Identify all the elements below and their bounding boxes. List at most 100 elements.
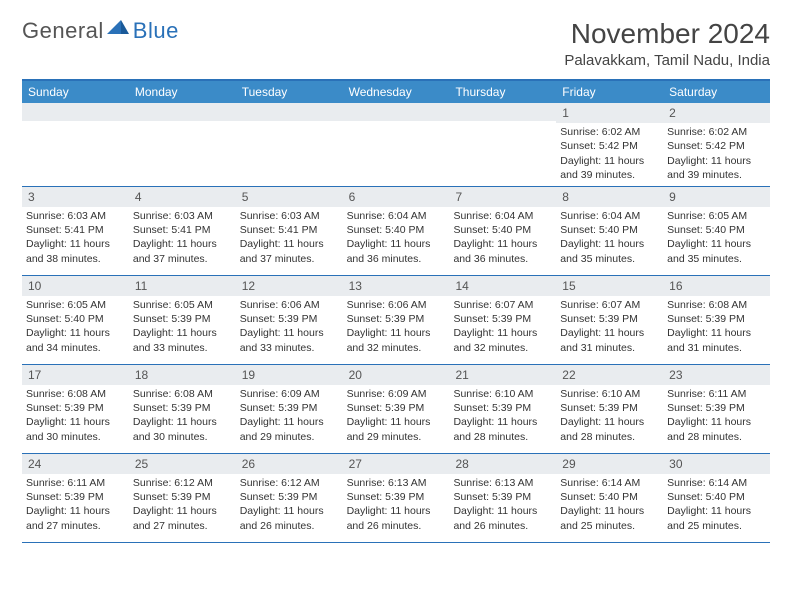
day-number: 26 [236,454,343,474]
sunset-text: Sunset: 5:39 PM [133,490,232,504]
day-body: Sunrise: 6:03 AMSunset: 5:41 PMDaylight:… [22,207,129,270]
day-number: 19 [236,365,343,385]
daylight-text: Daylight: 11 hours and 26 minutes. [453,504,552,532]
weeks-container: 1Sunrise: 6:02 AMSunset: 5:42 PMDaylight… [22,103,770,543]
day-body: Sunrise: 6:12 AMSunset: 5:39 PMDaylight:… [236,474,343,537]
sunset-text: Sunset: 5:39 PM [26,401,125,415]
daylight-text: Daylight: 11 hours and 31 minutes. [667,326,766,354]
day-cell [129,103,236,186]
dow-saturday: Saturday [663,81,770,103]
day-number: 9 [663,187,770,207]
sunset-text: Sunset: 5:39 PM [560,401,659,415]
day-number: 11 [129,276,236,296]
sunrise-text: Sunrise: 6:14 AM [667,476,766,490]
day-body: Sunrise: 6:14 AMSunset: 5:40 PMDaylight:… [556,474,663,537]
sunset-text: Sunset: 5:40 PM [560,490,659,504]
day-body: Sunrise: 6:11 AMSunset: 5:39 PMDaylight:… [663,385,770,448]
day-number [22,103,129,121]
sunrise-text: Sunrise: 6:09 AM [347,387,446,401]
day-body: Sunrise: 6:02 AMSunset: 5:42 PMDaylight:… [556,123,663,186]
day-body: Sunrise: 6:07 AMSunset: 5:39 PMDaylight:… [449,296,556,359]
sunrise-text: Sunrise: 6:10 AM [560,387,659,401]
day-body: Sunrise: 6:08 AMSunset: 5:39 PMDaylight:… [129,385,236,448]
header: General Blue November 2024 Palavakkam, T… [22,18,770,69]
day-cell: 11Sunrise: 6:05 AMSunset: 5:39 PMDayligh… [129,276,236,364]
daylight-text: Daylight: 11 hours and 32 minutes. [347,326,446,354]
title-block: November 2024 Palavakkam, Tamil Nadu, In… [564,18,770,69]
week-row: 1Sunrise: 6:02 AMSunset: 5:42 PMDaylight… [22,103,770,187]
daylight-text: Daylight: 11 hours and 30 minutes. [26,415,125,443]
sunrise-text: Sunrise: 6:06 AM [347,298,446,312]
sunset-text: Sunset: 5:40 PM [453,223,552,237]
daylight-text: Daylight: 11 hours and 28 minutes. [667,415,766,443]
day-cell: 15Sunrise: 6:07 AMSunset: 5:39 PMDayligh… [556,276,663,364]
sunset-text: Sunset: 5:40 PM [667,223,766,237]
calendar-table: Sunday Monday Tuesday Wednesday Thursday… [22,79,770,543]
day-body [449,121,556,181]
day-cell: 29Sunrise: 6:14 AMSunset: 5:40 PMDayligh… [556,454,663,542]
sunrise-text: Sunrise: 6:03 AM [133,209,232,223]
day-number: 6 [343,187,450,207]
sunrise-text: Sunrise: 6:06 AM [240,298,339,312]
day-body: Sunrise: 6:13 AMSunset: 5:39 PMDaylight:… [449,474,556,537]
daylight-text: Daylight: 11 hours and 36 minutes. [453,237,552,265]
day-of-week-header: Sunday Monday Tuesday Wednesday Thursday… [22,81,770,103]
location-subtitle: Palavakkam, Tamil Nadu, India [564,52,770,69]
day-cell [22,103,129,186]
daylight-text: Daylight: 11 hours and 39 minutes. [667,154,766,182]
day-number: 13 [343,276,450,296]
day-number: 23 [663,365,770,385]
day-cell: 25Sunrise: 6:12 AMSunset: 5:39 PMDayligh… [129,454,236,542]
day-cell [449,103,556,186]
sunset-text: Sunset: 5:39 PM [453,490,552,504]
day-cell: 14Sunrise: 6:07 AMSunset: 5:39 PMDayligh… [449,276,556,364]
day-cell: 18Sunrise: 6:08 AMSunset: 5:39 PMDayligh… [129,365,236,453]
day-body: Sunrise: 6:05 AMSunset: 5:40 PMDaylight:… [22,296,129,359]
brand-triangle-icon [107,20,129,43]
sunrise-text: Sunrise: 6:05 AM [26,298,125,312]
day-number: 22 [556,365,663,385]
sunrise-text: Sunrise: 6:13 AM [347,476,446,490]
sunset-text: Sunset: 5:39 PM [453,401,552,415]
day-cell: 20Sunrise: 6:09 AMSunset: 5:39 PMDayligh… [343,365,450,453]
sunset-text: Sunset: 5:41 PM [133,223,232,237]
daylight-text: Daylight: 11 hours and 26 minutes. [347,504,446,532]
day-number: 15 [556,276,663,296]
sunset-text: Sunset: 5:42 PM [667,139,766,153]
day-number: 4 [129,187,236,207]
day-body: Sunrise: 6:05 AMSunset: 5:40 PMDaylight:… [663,207,770,270]
sunset-text: Sunset: 5:39 PM [560,312,659,326]
daylight-text: Daylight: 11 hours and 35 minutes. [667,237,766,265]
day-cell: 4Sunrise: 6:03 AMSunset: 5:41 PMDaylight… [129,187,236,275]
daylight-text: Daylight: 11 hours and 33 minutes. [133,326,232,354]
sunrise-text: Sunrise: 6:10 AM [453,387,552,401]
sunset-text: Sunset: 5:39 PM [347,401,446,415]
sunset-text: Sunset: 5:39 PM [667,312,766,326]
day-cell: 27Sunrise: 6:13 AMSunset: 5:39 PMDayligh… [343,454,450,542]
day-body [22,121,129,181]
day-body: Sunrise: 6:02 AMSunset: 5:42 PMDaylight:… [663,123,770,186]
day-cell: 28Sunrise: 6:13 AMSunset: 5:39 PMDayligh… [449,454,556,542]
day-number: 8 [556,187,663,207]
dow-friday: Friday [556,81,663,103]
sunrise-text: Sunrise: 6:02 AM [667,125,766,139]
sunset-text: Sunset: 5:39 PM [240,490,339,504]
sunrise-text: Sunrise: 6:09 AM [240,387,339,401]
day-cell: 16Sunrise: 6:08 AMSunset: 5:39 PMDayligh… [663,276,770,364]
daylight-text: Daylight: 11 hours and 38 minutes. [26,237,125,265]
day-body: Sunrise: 6:06 AMSunset: 5:39 PMDaylight:… [343,296,450,359]
day-body [129,121,236,181]
day-number: 29 [556,454,663,474]
day-number: 20 [343,365,450,385]
day-body: Sunrise: 6:14 AMSunset: 5:40 PMDaylight:… [663,474,770,537]
daylight-text: Daylight: 11 hours and 28 minutes. [453,415,552,443]
day-number: 14 [449,276,556,296]
day-body: Sunrise: 6:05 AMSunset: 5:39 PMDaylight:… [129,296,236,359]
sunrise-text: Sunrise: 6:03 AM [26,209,125,223]
sunrise-text: Sunrise: 6:11 AM [26,476,125,490]
day-number: 10 [22,276,129,296]
day-number: 28 [449,454,556,474]
dow-tuesday: Tuesday [236,81,343,103]
sunset-text: Sunset: 5:39 PM [667,401,766,415]
sunrise-text: Sunrise: 6:08 AM [667,298,766,312]
